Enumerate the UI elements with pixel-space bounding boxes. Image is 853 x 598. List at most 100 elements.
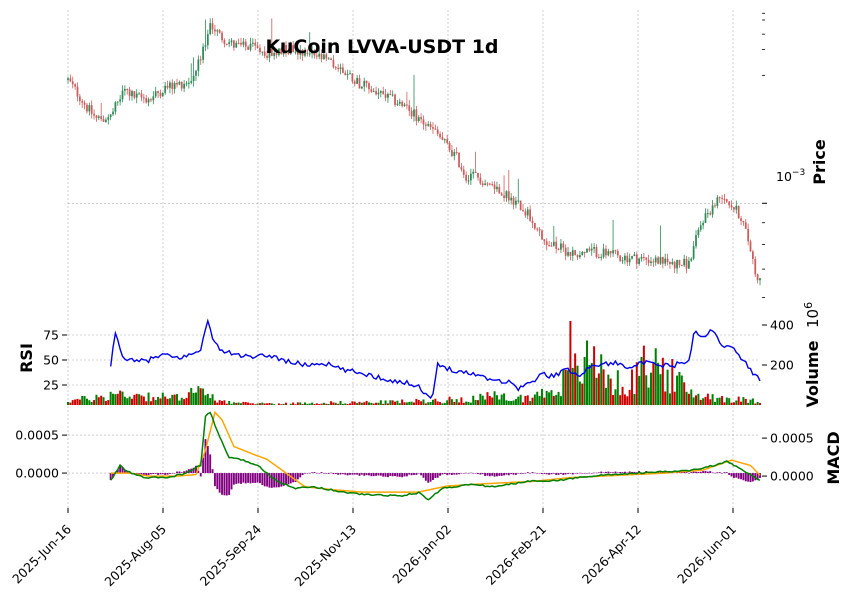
macd-histogram-bar xyxy=(517,473,520,474)
volume-bar xyxy=(690,389,693,405)
volume-bar xyxy=(692,397,695,405)
candle-body xyxy=(635,254,638,264)
volume-bar xyxy=(78,399,81,405)
candle-body xyxy=(214,29,216,32)
candle-body xyxy=(102,118,105,122)
volume-bar xyxy=(339,400,342,405)
candle-body xyxy=(221,32,223,41)
volume-bar xyxy=(562,369,565,405)
macd-histogram-bar xyxy=(273,473,276,488)
macd-histogram-bar xyxy=(244,473,247,484)
price-tick-label: 10−3 xyxy=(776,168,805,184)
candle-body xyxy=(721,198,723,200)
candle-body xyxy=(368,83,370,90)
macd-histogram-bar xyxy=(254,473,257,483)
candle-body xyxy=(147,99,150,103)
candle-body xyxy=(759,278,761,281)
macd-histogram-bar xyxy=(161,473,164,475)
volume-bar xyxy=(676,375,679,405)
macd-histogram-bar xyxy=(555,473,558,475)
candle-body xyxy=(536,228,539,230)
macd-left-tick-label: 0.0000 xyxy=(15,466,59,481)
volume-bar xyxy=(526,395,529,405)
macd-histogram-bar xyxy=(704,470,707,474)
volume-bar xyxy=(225,403,228,405)
candle-body xyxy=(579,255,581,258)
candle-body xyxy=(332,60,335,68)
candle-body xyxy=(673,262,676,269)
candle-body xyxy=(583,251,586,253)
macd-histogram-bar xyxy=(204,439,207,474)
volume-bar xyxy=(332,402,335,405)
volume-bar xyxy=(638,375,641,405)
macd-histogram-bar xyxy=(510,473,513,475)
volume-bar xyxy=(100,395,103,405)
volume-bar xyxy=(588,365,591,405)
volume-bar xyxy=(377,402,380,405)
macd-histogram-bar xyxy=(702,471,705,474)
candle-body xyxy=(631,256,633,259)
candle-body xyxy=(372,91,375,93)
volume-bar xyxy=(123,396,126,405)
macd-histogram-bar xyxy=(699,471,702,474)
volume-bar xyxy=(730,402,733,405)
volume-bar xyxy=(491,397,494,405)
volume-bar xyxy=(747,402,750,405)
candle-body xyxy=(744,222,747,229)
candle-body xyxy=(67,78,69,81)
volume-bar xyxy=(524,395,527,405)
volume-bar xyxy=(173,394,176,405)
volume-panel xyxy=(66,321,762,405)
macd-histogram-bar xyxy=(469,472,472,474)
candle-body xyxy=(247,46,249,50)
candle-body xyxy=(609,251,612,254)
volume-bar xyxy=(557,391,560,405)
volume-bar xyxy=(256,403,259,405)
x-tick-label: 2026-Jan-02 xyxy=(389,522,454,587)
macd-histogram-bar xyxy=(164,473,167,475)
volume-bar xyxy=(157,396,160,405)
volume-bar xyxy=(590,363,593,405)
candle-body xyxy=(387,93,389,98)
macd-histogram-bar xyxy=(434,473,437,479)
volume-bar xyxy=(635,362,638,405)
volume-bar xyxy=(142,396,145,405)
candle-body xyxy=(135,93,138,98)
volume-bar xyxy=(702,398,705,405)
macd-histogram-bar xyxy=(121,467,124,474)
volume-bar xyxy=(135,393,138,405)
macd-histogram-bar xyxy=(323,473,325,474)
candle-body xyxy=(107,117,110,120)
macd-histogram-bar xyxy=(415,473,418,475)
volume-bar xyxy=(687,393,690,405)
candle-body xyxy=(344,72,347,76)
macd-histogram-bar xyxy=(543,473,546,474)
macd-histogram-bar xyxy=(123,470,126,474)
volume-bar xyxy=(488,396,491,405)
macd-histogram-bar xyxy=(458,473,460,475)
macd-histogram-bar xyxy=(474,473,477,474)
macd-histogram-bar xyxy=(209,454,212,474)
candle-body xyxy=(524,211,527,216)
macd-histogram-bar xyxy=(526,472,529,474)
volume-bar xyxy=(652,362,655,405)
macd-histogram-bar xyxy=(512,473,515,475)
volume-bar xyxy=(609,378,612,405)
candle-body xyxy=(233,40,235,48)
macd-histogram-bar xyxy=(427,473,430,483)
volume-bar xyxy=(337,403,340,405)
candle-body xyxy=(126,88,129,90)
candle-body xyxy=(296,51,299,55)
candle-body xyxy=(571,250,574,256)
volume-bar xyxy=(647,387,650,405)
candle-body xyxy=(581,251,584,256)
macd-histogram-bar xyxy=(664,471,667,474)
candle-body xyxy=(654,257,657,263)
candle-body xyxy=(621,260,624,262)
candle-body xyxy=(538,229,541,231)
volume-bar xyxy=(683,382,686,405)
candle-body xyxy=(225,43,228,45)
macd-histogram-bar xyxy=(382,473,385,477)
candle-body xyxy=(251,42,254,44)
volume-bar xyxy=(273,404,276,405)
